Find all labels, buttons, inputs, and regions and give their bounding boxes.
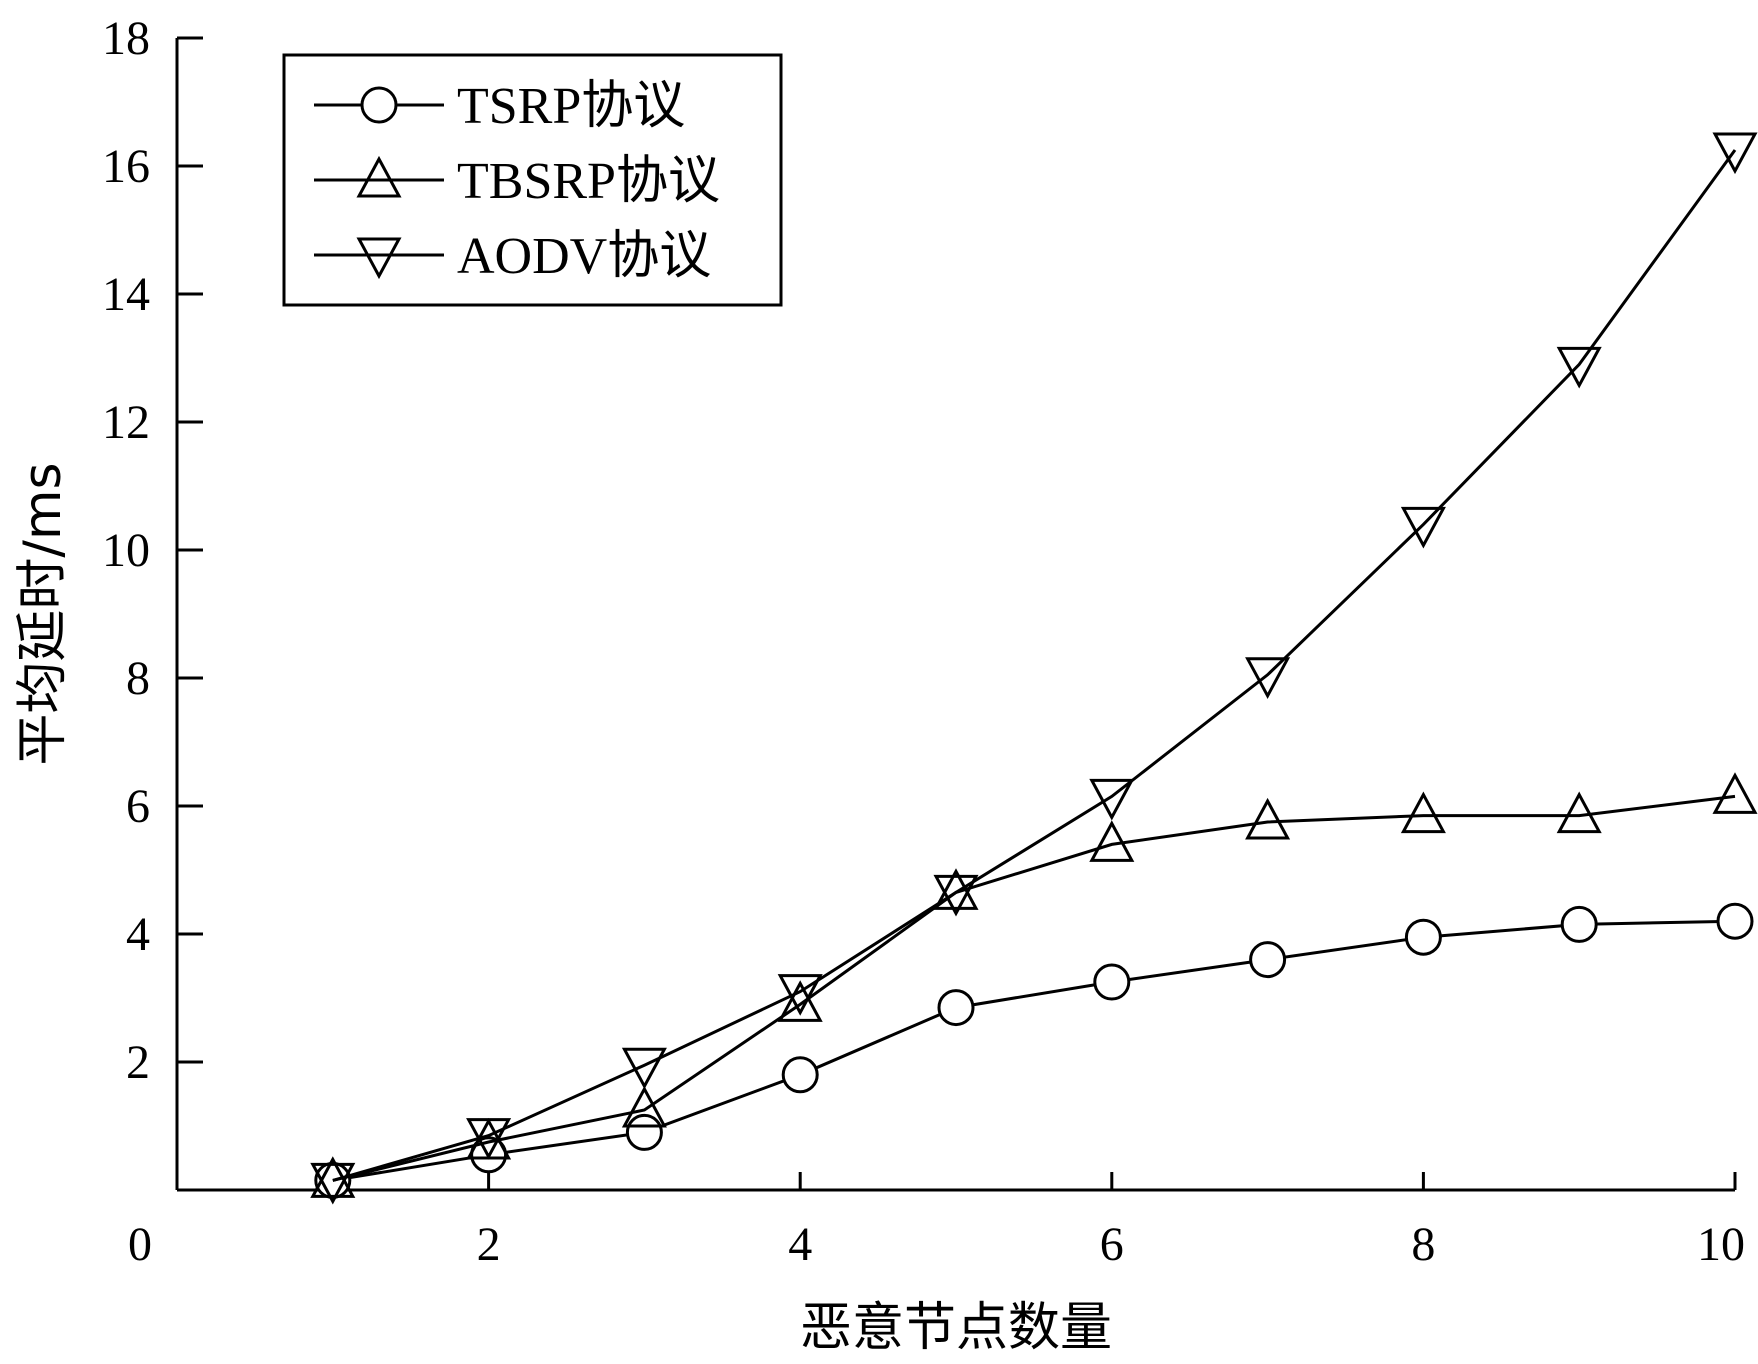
- data-point-triangle-down: [1089, 778, 1135, 821]
- y-tick-label: 2: [126, 1036, 150, 1089]
- data-point-triangle-down: [933, 874, 979, 917]
- x-tick-label: 0: [128, 1218, 152, 1271]
- series-line-triangle-up: [332, 794, 1736, 1182]
- x-ticks: 0 2 4 6 8 10: [128, 1172, 1745, 1271]
- data-point-triangle-down: [1712, 132, 1758, 175]
- y-tick-label: 14: [102, 268, 150, 321]
- y-ticks: 2 4 6 8 10 12 14 16 18: [102, 12, 203, 1089]
- series-triangle-up: [310, 772, 1758, 1198]
- legend-item: AODV协议: [314, 228, 711, 285]
- legend: TSRP协议 TBSRP协议 AODV协议: [282, 53, 783, 307]
- axes: [175, 38, 1735, 1192]
- data-point-circle: [1404, 918, 1442, 956]
- data-point-circle: [1716, 902, 1754, 940]
- data-point-circle: [1560, 905, 1598, 943]
- y-tick-label: 8: [126, 652, 150, 705]
- y-tick-label: 18: [102, 12, 150, 65]
- legend-marker-triangle-up: [356, 155, 402, 198]
- data-point-triangle-up: [933, 868, 979, 910]
- y-tick-label: 12: [102, 396, 150, 449]
- series-line-circle: [332, 919, 1736, 1182]
- series-line-triangle-down: [332, 149, 1737, 1182]
- data-point-triangle-up: [621, 1085, 667, 1128]
- x-tick-label: 6: [1100, 1218, 1124, 1271]
- data-point-triangle-down: [777, 974, 823, 1016]
- y-tick-label: 4: [126, 908, 150, 961]
- legend-item: TSRP协议: [314, 78, 685, 135]
- data-point-triangle-down: [1245, 657, 1291, 699]
- y-axis-title: 平均延时/ms: [13, 462, 73, 765]
- legend-marker-triangle-down: [356, 237, 402, 280]
- data-point-triangle-down: [1556, 346, 1602, 389]
- data-point-circle: [937, 989, 975, 1027]
- legend-marker-circle: [360, 86, 398, 124]
- y-tick-label: 16: [102, 140, 150, 193]
- data-point-triangle-up: [1712, 772, 1758, 814]
- x-tick-label: 4: [788, 1218, 812, 1271]
- series-circle: [314, 902, 1754, 1199]
- data-point-circle: [781, 1056, 819, 1094]
- series-triangle-down: [310, 132, 1758, 1205]
- data-point-triangle-down: [1400, 506, 1446, 549]
- data-point-triangle-down: [310, 1162, 356, 1205]
- data-point-triangle-up: [1556, 791, 1602, 834]
- x-tick-label: 2: [477, 1218, 501, 1271]
- x-tick-label: 8: [1411, 1218, 1435, 1271]
- x-tick-label: 10: [1697, 1218, 1745, 1271]
- data-point-triangle-up: [777, 980, 823, 1022]
- data-point-circle: [1249, 941, 1287, 979]
- data-point-triangle-up: [1089, 820, 1135, 862]
- series-layer: [310, 132, 1758, 1205]
- data-point-triangle-down: [621, 1047, 667, 1090]
- legend-item: TBSRP协议: [314, 153, 720, 210]
- x-axis-title: 恶意节点数量: [800, 1298, 1112, 1358]
- y-tick-label: 10: [102, 524, 150, 577]
- data-point-triangle-up: [1245, 797, 1291, 840]
- legend-label: TSRP协议: [457, 78, 685, 135]
- data-point-circle: [1093, 963, 1131, 1001]
- legend-label: TBSRP协议: [457, 153, 720, 210]
- legend-label: AODV协议: [457, 228, 711, 285]
- data-point-circle: [625, 1113, 663, 1151]
- y-tick-label: 6: [126, 780, 150, 833]
- data-point-triangle-down: [466, 1118, 512, 1160]
- data-point-triangle-up: [1400, 791, 1446, 834]
